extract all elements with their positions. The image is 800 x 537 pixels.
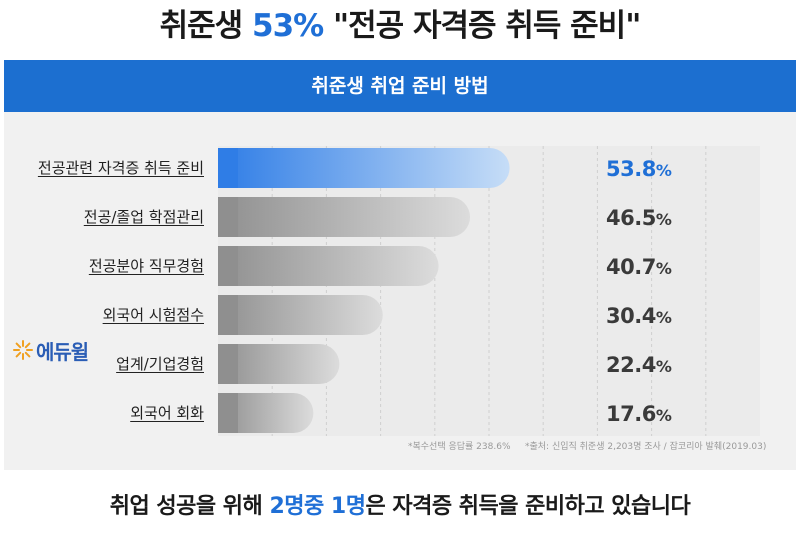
bar	[218, 393, 314, 433]
bar-base	[218, 246, 238, 286]
category-label: 외국어 시험점수	[102, 306, 204, 324]
value-unit: %	[655, 406, 672, 425]
bar	[218, 295, 383, 335]
value-unit: %	[655, 357, 672, 376]
category-label: 업계/기업경험	[116, 355, 204, 373]
category-label: 전공관련 자격증 취득 준비	[37, 159, 204, 177]
value-number: 46.5	[606, 206, 656, 230]
value-number: 53.8	[606, 157, 656, 181]
bar-base	[218, 148, 238, 188]
summary-suffix: 은 자격증 취득을 준비하고 있습니다	[365, 494, 691, 519]
value-number: 22.4	[606, 353, 656, 377]
value-label: 22.4%	[606, 353, 672, 379]
value-label: 17.6%	[606, 402, 672, 428]
bar-base	[218, 197, 238, 237]
value-label: 30.4%	[606, 304, 672, 330]
summary-text: 취업 성공을 위해 2명중 1명은 자격증 취득을 준비하고 있습니다	[0, 488, 800, 520]
page-headline: 취준생 53% "전공 자격증 취득 준비"	[0, 0, 800, 52]
logo-text: 에듀윌	[36, 339, 89, 364]
sun-icon	[13, 340, 33, 360]
value-number: 40.7	[606, 255, 656, 279]
value-unit: %	[655, 308, 672, 327]
headline-prefix: 취준생	[159, 8, 252, 44]
category-label: 전공분야 직무경험	[88, 257, 204, 275]
plot-area	[218, 146, 760, 436]
bar-chart	[218, 146, 707, 436]
value-number: 30.4	[606, 304, 656, 328]
bar	[218, 246, 439, 286]
value-unit: %	[655, 259, 672, 278]
headline-accent: 53%	[252, 8, 324, 44]
headline-suffix: "전공 자격증 취득 준비"	[323, 8, 641, 44]
summary-prefix: 취업 성공을 위해	[109, 494, 270, 519]
bar-base	[218, 344, 238, 384]
bar	[218, 148, 510, 188]
footnote-multiple-choice: *복수선택 응답률 238.6%	[408, 442, 511, 452]
footnote-source: *출처: 신입직 취준생 2,203명 조사 / 잡코리아 발췌(2019.03…	[525, 442, 767, 452]
value-label: 46.5%	[606, 206, 672, 232]
bar-base	[218, 393, 238, 433]
summary-accent: 2명중 1명	[269, 494, 366, 519]
eduwill-logo: 에듀윌	[12, 338, 89, 364]
value-unit: %	[655, 161, 672, 180]
chart-title: 취준생 취업 준비 방법	[4, 60, 796, 112]
bar	[218, 197, 471, 237]
value-number: 17.6	[606, 402, 656, 426]
bar	[218, 344, 340, 384]
category-label: 전공/졸업 학점관리	[83, 208, 204, 226]
value-unit: %	[655, 210, 672, 229]
value-label: 40.7%	[606, 255, 672, 281]
category-label: 외국어 회화	[130, 404, 204, 422]
bar-base	[218, 295, 238, 335]
value-label: 53.8%	[606, 157, 672, 183]
